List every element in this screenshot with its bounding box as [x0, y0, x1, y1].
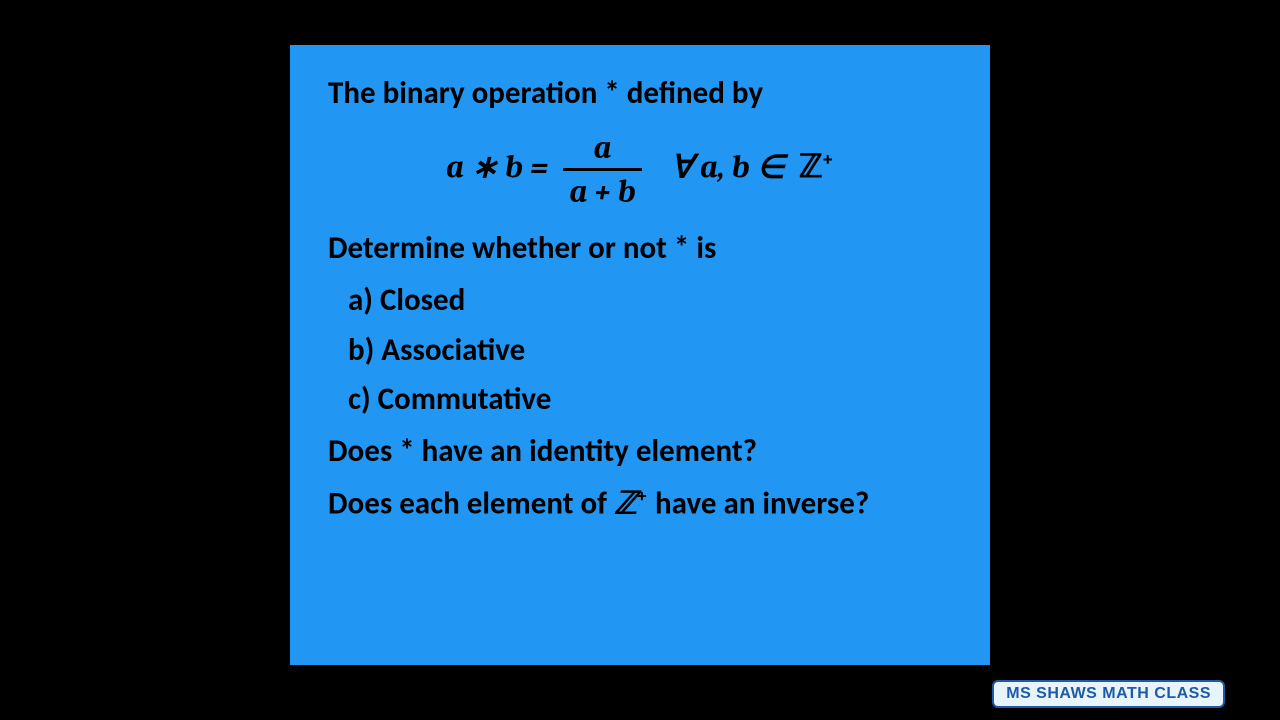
channel-watermark: MS SHAWS MATH CLASS: [992, 680, 1225, 708]
inverse-z: ℤ: [614, 485, 636, 521]
inverse-post: have an inverse?: [648, 484, 869, 522]
option-c: c) Commutative: [348, 379, 952, 421]
determine-line: Determine whether or not * is: [328, 228, 952, 270]
eq-set: ℤ+: [792, 147, 834, 185]
inverse-pre: Does each element of: [328, 484, 614, 522]
inverse-set: ℤ+: [614, 483, 648, 525]
slide-card: The binary operation * defined by a ∗ b …: [290, 45, 990, 665]
eq-set-sup: +: [822, 147, 834, 171]
inverse-sup: +: [636, 485, 648, 508]
eq-forall: ∀ a, b ∈: [671, 148, 785, 185]
equation: a ∗ b = a a + b ∀ a, b ∈ ℤ+: [328, 129, 952, 210]
eq-fraction: a a + b: [563, 129, 641, 210]
slide-title: The binary operation * defined by: [328, 73, 952, 115]
options-list: a) Closed b) Associative c) Commutative: [348, 280, 952, 422]
eq-numerator: a: [563, 129, 641, 168]
eq-lhs: a ∗ b =: [446, 148, 548, 185]
option-b: b) Associative: [348, 330, 952, 372]
eq-denominator: a + b: [563, 168, 641, 210]
option-a: a) Closed: [348, 280, 952, 322]
eq-set-z: ℤ: [799, 148, 822, 185]
question-identity: Does * have an identity element?: [328, 431, 952, 473]
question-inverse: Does each element of ℤ+ have an inverse?: [328, 483, 952, 525]
